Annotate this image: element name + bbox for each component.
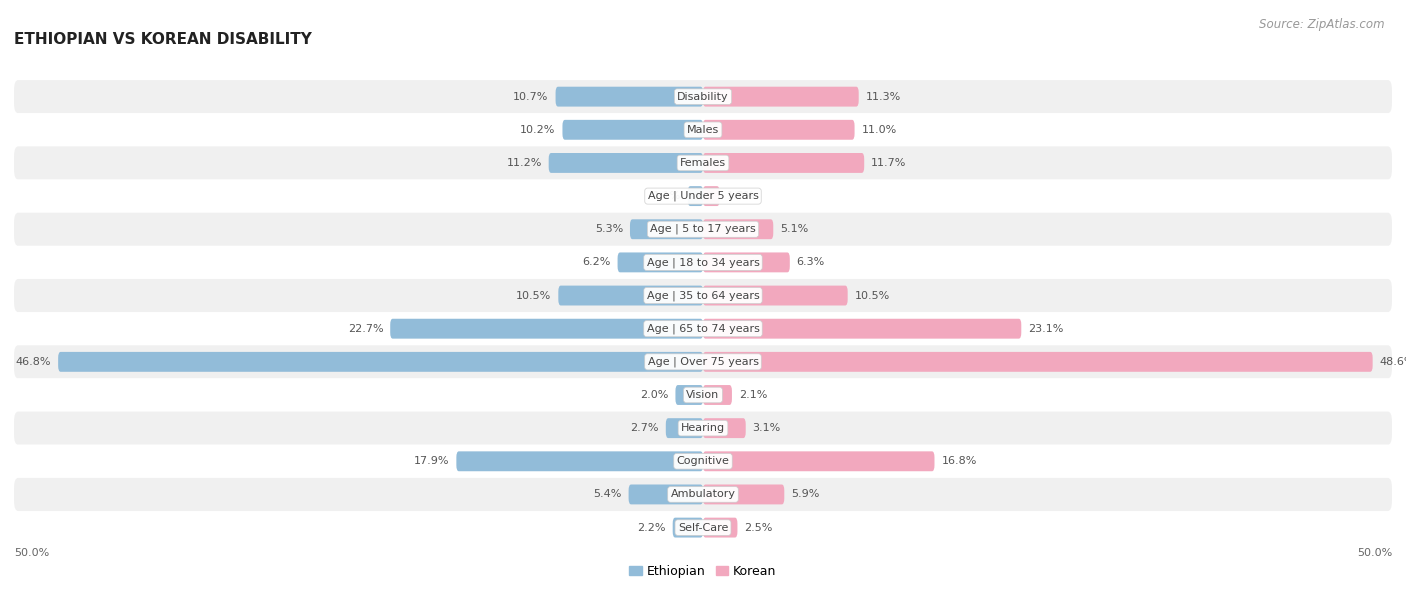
FancyBboxPatch shape (14, 411, 1392, 445)
Text: 5.1%: 5.1% (780, 224, 808, 234)
FancyBboxPatch shape (703, 385, 733, 405)
FancyBboxPatch shape (14, 146, 1392, 179)
FancyBboxPatch shape (703, 153, 865, 173)
FancyBboxPatch shape (703, 87, 859, 106)
FancyBboxPatch shape (14, 179, 1392, 212)
Text: 5.4%: 5.4% (593, 490, 621, 499)
Text: Self-Care: Self-Care (678, 523, 728, 532)
FancyBboxPatch shape (675, 385, 703, 405)
FancyBboxPatch shape (703, 319, 1021, 338)
Text: ETHIOPIAN VS KOREAN DISABILITY: ETHIOPIAN VS KOREAN DISABILITY (14, 32, 312, 47)
Text: 16.8%: 16.8% (942, 457, 977, 466)
Text: Disability: Disability (678, 92, 728, 102)
Text: 10.7%: 10.7% (513, 92, 548, 102)
Text: 6.2%: 6.2% (582, 258, 610, 267)
Text: 10.5%: 10.5% (855, 291, 890, 300)
FancyBboxPatch shape (617, 252, 703, 272)
FancyBboxPatch shape (703, 219, 773, 239)
Text: 23.1%: 23.1% (1028, 324, 1063, 334)
Text: Age | 65 to 74 years: Age | 65 to 74 years (647, 324, 759, 334)
Text: Vision: Vision (686, 390, 720, 400)
FancyBboxPatch shape (391, 319, 703, 338)
Text: 1.1%: 1.1% (652, 191, 681, 201)
FancyBboxPatch shape (58, 352, 703, 371)
Text: 2.2%: 2.2% (637, 523, 666, 532)
FancyBboxPatch shape (672, 518, 703, 537)
FancyBboxPatch shape (703, 518, 738, 537)
FancyBboxPatch shape (14, 378, 1392, 411)
Text: 11.0%: 11.0% (862, 125, 897, 135)
Text: Age | 35 to 64 years: Age | 35 to 64 years (647, 290, 759, 300)
FancyBboxPatch shape (548, 153, 703, 173)
Text: Source: ZipAtlas.com: Source: ZipAtlas.com (1260, 18, 1385, 31)
Text: 50.0%: 50.0% (1357, 548, 1392, 558)
FancyBboxPatch shape (14, 511, 1392, 544)
Text: 6.3%: 6.3% (797, 258, 825, 267)
Text: 46.8%: 46.8% (15, 357, 51, 367)
Text: Hearing: Hearing (681, 423, 725, 433)
Text: 48.6%: 48.6% (1379, 357, 1406, 367)
FancyBboxPatch shape (457, 452, 703, 471)
FancyBboxPatch shape (14, 279, 1392, 312)
FancyBboxPatch shape (14, 445, 1392, 478)
FancyBboxPatch shape (703, 286, 848, 305)
FancyBboxPatch shape (703, 252, 790, 272)
FancyBboxPatch shape (703, 418, 745, 438)
Text: 50.0%: 50.0% (14, 548, 49, 558)
Text: 11.2%: 11.2% (506, 158, 541, 168)
Text: Females: Females (681, 158, 725, 168)
Text: Age | 18 to 34 years: Age | 18 to 34 years (647, 257, 759, 267)
FancyBboxPatch shape (14, 345, 1392, 378)
FancyBboxPatch shape (14, 113, 1392, 146)
FancyBboxPatch shape (666, 418, 703, 438)
FancyBboxPatch shape (630, 219, 703, 239)
Text: 2.7%: 2.7% (630, 423, 659, 433)
FancyBboxPatch shape (562, 120, 703, 140)
FancyBboxPatch shape (703, 485, 785, 504)
Text: Ambulatory: Ambulatory (671, 490, 735, 499)
Text: Age | Under 5 years: Age | Under 5 years (648, 191, 758, 201)
FancyBboxPatch shape (555, 87, 703, 106)
Text: 11.3%: 11.3% (866, 92, 901, 102)
FancyBboxPatch shape (703, 352, 1372, 371)
Text: Cognitive: Cognitive (676, 457, 730, 466)
Text: 3.1%: 3.1% (752, 423, 780, 433)
FancyBboxPatch shape (14, 212, 1392, 246)
Text: 5.9%: 5.9% (792, 490, 820, 499)
Text: 2.1%: 2.1% (738, 390, 768, 400)
FancyBboxPatch shape (703, 186, 720, 206)
Legend: Ethiopian, Korean: Ethiopian, Korean (624, 560, 782, 583)
Text: 11.7%: 11.7% (872, 158, 907, 168)
Text: 2.0%: 2.0% (640, 390, 669, 400)
Text: 10.2%: 10.2% (520, 125, 555, 135)
FancyBboxPatch shape (703, 120, 855, 140)
Text: 10.5%: 10.5% (516, 291, 551, 300)
Text: Age | 5 to 17 years: Age | 5 to 17 years (650, 224, 756, 234)
Text: Age | Over 75 years: Age | Over 75 years (648, 357, 758, 367)
FancyBboxPatch shape (703, 452, 935, 471)
FancyBboxPatch shape (558, 286, 703, 305)
FancyBboxPatch shape (688, 186, 703, 206)
FancyBboxPatch shape (14, 246, 1392, 279)
Text: Males: Males (688, 125, 718, 135)
FancyBboxPatch shape (14, 312, 1392, 345)
Text: 1.2%: 1.2% (727, 191, 755, 201)
FancyBboxPatch shape (14, 478, 1392, 511)
FancyBboxPatch shape (628, 485, 703, 504)
Text: 22.7%: 22.7% (347, 324, 384, 334)
Text: 2.5%: 2.5% (744, 523, 773, 532)
FancyBboxPatch shape (14, 80, 1392, 113)
Text: 5.3%: 5.3% (595, 224, 623, 234)
Text: 17.9%: 17.9% (413, 457, 450, 466)
